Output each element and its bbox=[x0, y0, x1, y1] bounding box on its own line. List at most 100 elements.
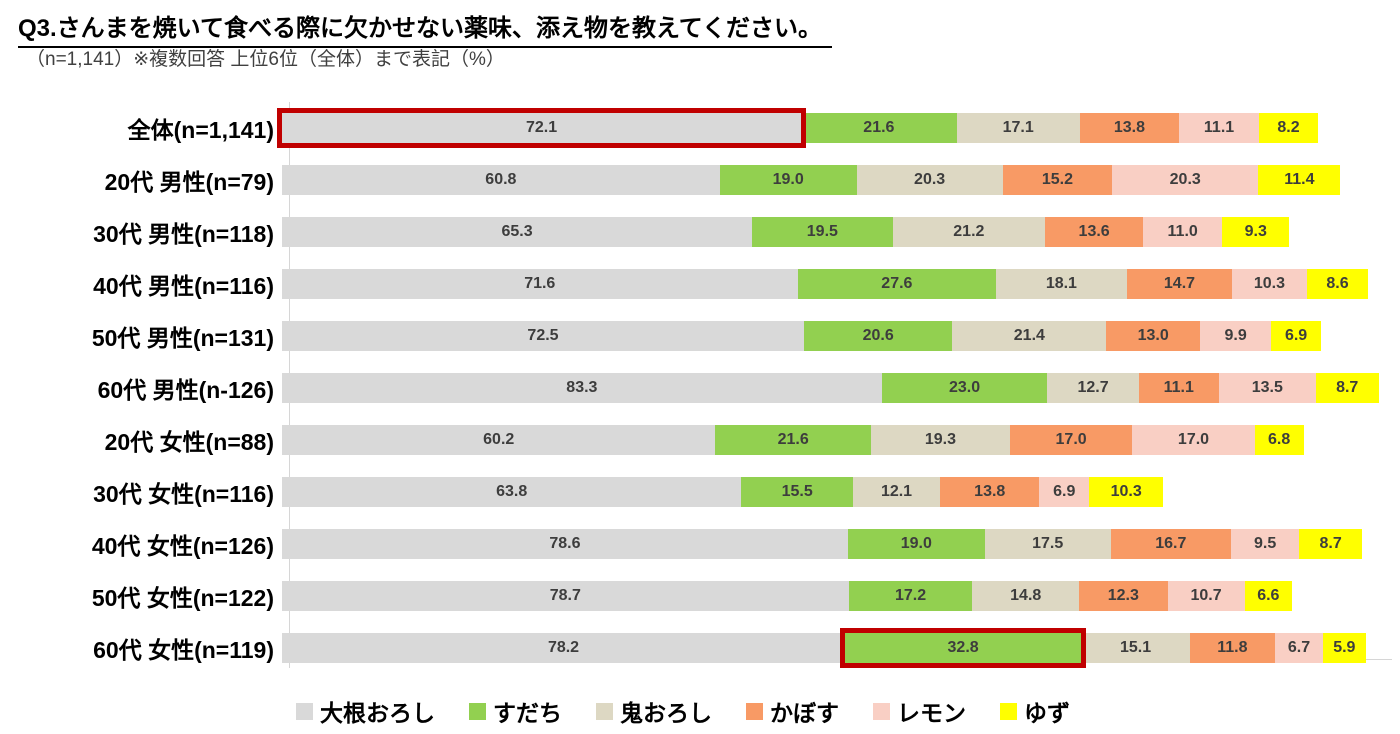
legend-item: かぼす bbox=[746, 694, 839, 728]
chart-title: Q3.さんまを焼いて食べる際に欠かせない薬味、添え物を教えてください。 bbox=[18, 8, 833, 48]
highlight-box bbox=[840, 628, 1087, 668]
bar-segment: 20.3 bbox=[1112, 165, 1259, 195]
legend-swatch bbox=[296, 702, 313, 720]
chart-row: 50代 女性(n=122) 78.7 17.2 14.8 12.3 10.7 6.6 bbox=[0, 570, 1400, 622]
chart-subtitle: （n=1,141）※複数回答 上位6位（全体）まで表記（%） bbox=[26, 49, 505, 70]
bar-segment: 65.3 bbox=[282, 217, 753, 247]
row-bars: 78.2 32.8 15.1 11.8 6.7 5.9 bbox=[282, 628, 1366, 668]
chart-row: 20代 女性(n=88) 60.2 21.6 19.3 17.0 17.0 6.8 bbox=[0, 414, 1400, 466]
bar-segment: 23.0 bbox=[881, 373, 1048, 403]
bar-segment: 21.6 bbox=[801, 113, 957, 143]
bar-segment: 13.8 bbox=[1079, 113, 1180, 143]
bar-segment: 60.2 bbox=[282, 425, 716, 455]
row-bars: 78.7 17.2 14.8 12.3 10.7 6.6 bbox=[282, 581, 1293, 611]
bar-segment: 11.1 bbox=[1179, 113, 1259, 143]
stacked-bar-chart: 全体(n=1,141) 72.1 21.6 17.1 13.8 11.1 8.2 20代 男性… bbox=[0, 102, 1400, 674]
bar-segment: 13.0 bbox=[1106, 321, 1200, 351]
bar-segment: 19.5 bbox=[752, 217, 893, 247]
legend-swatch bbox=[596, 702, 613, 720]
legend-label: ゆず bbox=[1024, 700, 1070, 726]
bar-segment: 6.9 bbox=[1039, 477, 1090, 507]
bar-segment: 11.4 bbox=[1258, 165, 1341, 195]
legend-item: レモン bbox=[873, 694, 966, 728]
row-bars: 83.3 23.0 12.7 11.1 13.5 8.7 bbox=[282, 373, 1379, 403]
row-bars: 72.1 21.6 17.1 13.8 11.1 8.2 bbox=[277, 108, 1319, 148]
bar-segment: 9.3 bbox=[1222, 217, 1290, 247]
row-label: 30代 女性(n=116) bbox=[93, 481, 274, 507]
bar-segment: 20.6 bbox=[804, 321, 953, 351]
legend-label: すだち bbox=[493, 700, 562, 726]
row-label: 20代 男性(n=79) bbox=[104, 169, 274, 195]
bar-segment: 60.8 bbox=[282, 165, 720, 195]
row-label: 40代 女性(n=126) bbox=[91, 533, 274, 559]
bar-segment: 13.5 bbox=[1218, 373, 1316, 403]
legend-label: 大根おろし bbox=[320, 700, 435, 726]
row-label: 30代 男性(n=118) bbox=[93, 221, 274, 247]
bar-segment: 72.1 bbox=[277, 108, 807, 148]
chart-row: 60代 女性(n=119) 78.2 32.8 15.1 11.8 6.7 5.9 bbox=[0, 622, 1400, 674]
row-label: 50代 男性(n=131) bbox=[91, 325, 274, 351]
chart-row: 40代 男性(n=116) 71.6 27.6 18.1 14.7 10.3 8.6 bbox=[0, 258, 1400, 310]
bar-segment: 10.3 bbox=[1089, 477, 1164, 507]
bar-segment: 14.7 bbox=[1126, 269, 1233, 299]
bar-segment: 19.0 bbox=[719, 165, 857, 195]
bar-segment: 83.3 bbox=[282, 373, 882, 403]
bar-segment: 19.3 bbox=[870, 425, 1010, 455]
row-label: 40代 男性(n=116) bbox=[93, 273, 274, 299]
bar-segment: 20.3 bbox=[856, 165, 1003, 195]
bar-segment: 14.8 bbox=[972, 581, 1079, 611]
bar-segment: 6.6 bbox=[1244, 581, 1293, 611]
bar-segment: 18.1 bbox=[996, 269, 1127, 299]
bar-segment: 12.7 bbox=[1047, 373, 1139, 403]
bar-segment: 9.5 bbox=[1230, 529, 1300, 559]
chart-legend: 大根おろし すだち 鬼おろし かぼす レモン ゆず bbox=[296, 694, 1070, 728]
chart-row: 50代 男性(n=131) 72.5 20.6 21.4 13.0 9.9 6.9 bbox=[0, 310, 1400, 362]
legend-label: かぼす bbox=[770, 700, 839, 726]
bar-segment: 6.7 bbox=[1274, 633, 1324, 663]
chart-row: 全体(n=1,141) 72.1 21.6 17.1 13.8 11.1 8.2 bbox=[0, 102, 1400, 154]
row-bars: 60.2 21.6 19.3 17.0 17.0 6.8 bbox=[282, 425, 1304, 455]
bar-segment: 8.6 bbox=[1306, 269, 1369, 299]
bar-segment: 9.9 bbox=[1199, 321, 1272, 351]
legend-swatch bbox=[1000, 702, 1017, 720]
legend-swatch bbox=[746, 702, 763, 720]
bar-segment: 13.6 bbox=[1045, 217, 1144, 247]
row-bars: 71.6 27.6 18.1 14.7 10.3 8.6 bbox=[282, 269, 1369, 299]
bar-segment: 10.7 bbox=[1167, 581, 1245, 611]
bar-segment: 78.2 bbox=[282, 633, 846, 663]
bar-segment: 32.8 bbox=[840, 628, 1087, 668]
chart-row: 20代 男性(n=79) 60.8 19.0 20.3 15.2 20.3 11.4 bbox=[0, 154, 1400, 206]
bar-segment: 17.2 bbox=[848, 581, 973, 611]
bar-segment: 72.5 bbox=[282, 321, 804, 351]
bar-segment: 15.2 bbox=[1002, 165, 1113, 195]
bar-segment: 21.4 bbox=[952, 321, 1107, 351]
legend-label: レモン bbox=[897, 700, 966, 726]
legend-label: 鬼おろし bbox=[620, 700, 712, 726]
legend-swatch bbox=[873, 702, 890, 720]
bar-segment: 19.0 bbox=[847, 529, 985, 559]
bar-segment: 15.1 bbox=[1081, 633, 1190, 663]
legend-item: 鬼おろし bbox=[596, 694, 712, 728]
bar-segment: 12.1 bbox=[852, 477, 941, 507]
bar-segment: 12.3 bbox=[1079, 581, 1168, 611]
bar-segment: 78.7 bbox=[282, 581, 849, 611]
row-bars: 65.3 19.5 21.2 13.6 11.0 9.3 bbox=[282, 217, 1290, 247]
bar-segment: 5.9 bbox=[1323, 633, 1366, 663]
row-label: 50代 女性(n=122) bbox=[91, 585, 274, 611]
bar-segment: 78.6 bbox=[282, 529, 848, 559]
bar-segment: 6.8 bbox=[1254, 425, 1304, 455]
bar-segment: 15.5 bbox=[741, 477, 853, 507]
bar-segment: 8.2 bbox=[1259, 113, 1319, 143]
row-bars: 60.8 19.0 20.3 15.2 20.3 11.4 bbox=[282, 165, 1341, 195]
row-label: 20代 女性(n=88) bbox=[104, 429, 274, 455]
highlight-box bbox=[277, 108, 807, 148]
bar-segment: 21.2 bbox=[892, 217, 1046, 247]
bar-segment: 27.6 bbox=[797, 269, 997, 299]
chart-row: 30代 男性(n=118) 65.3 19.5 21.2 13.6 11.0 9.3 bbox=[0, 206, 1400, 258]
legend-item: ゆず bbox=[1000, 694, 1070, 728]
bar-segment: 11.1 bbox=[1138, 373, 1219, 403]
row-label: 60代 女性(n=119) bbox=[93, 637, 274, 663]
bar-segment: 11.8 bbox=[1189, 633, 1275, 663]
chart-rows: 全体(n=1,141) 72.1 21.6 17.1 13.8 11.1 8.2 20代 男性… bbox=[0, 102, 1400, 674]
row-bars: 72.5 20.6 21.4 13.0 9.9 6.9 bbox=[282, 321, 1321, 351]
